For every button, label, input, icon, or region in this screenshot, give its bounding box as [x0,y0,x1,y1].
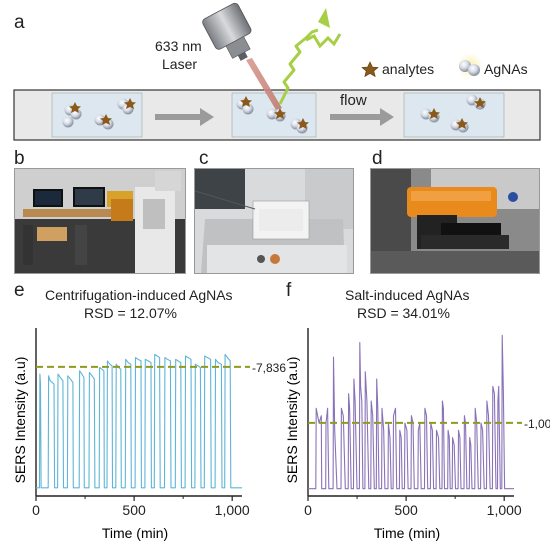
chart-e-plot: SERS Intensity (a.u) Time (min) 0 500 1,00… [12,328,286,541]
chart-e-series-line [36,353,242,489]
flow-arrow-2 [330,108,394,126]
particles-chamber-1 [62,98,136,130]
laser-beam [246,58,282,110]
chart-e-x-tick-label: 0 [32,502,40,518]
chart-f-reference-label: -1,001 [524,417,550,431]
legend-agna-icon [457,53,483,79]
flow-label: flow [340,92,367,109]
chart-f-marks: 0 500 1,000 -1,001 [304,328,550,518]
legend-star-icon [361,61,379,78]
chart-e-xlabel: Time (min) [102,525,168,541]
microfluidic-schematic [13,2,541,141]
chart-f-x-tick-label: 0 [304,502,312,518]
laser-label-text: Laser [162,56,198,72]
chart-e-ylabel: SERS Intensity (a.u) [12,357,28,484]
chart-e-rsd: RSD = 12.07% [84,305,177,321]
photo-instrument-setup [14,168,186,274]
panel-c-label: c [199,148,209,169]
scattered-signal [278,28,319,105]
panel-a-label: a [14,12,25,33]
chart-f-xlabel: Time (min) [374,525,440,541]
photo-flow-device [194,168,354,274]
chart-f-plot: SERS Intensity (a.u) Time (min) 0 500 1,00… [284,328,550,541]
panel-d-label: d [372,148,383,169]
chart-f-ylabel: SERS Intensity (a.u) [284,357,300,484]
chart-e-x-tick-label: 500 [122,502,146,518]
chart-e-reference-label: -7,836 [252,361,286,375]
particles-chamber-3 [420,94,486,133]
photo-raman-microscope [370,168,540,274]
chamber-1 [51,92,143,138]
chart-f-x-tick-label: 500 [394,502,418,518]
legend-analytes-label: analytes [382,61,435,77]
chart-f-title: Salt-induced AgNAs [345,287,470,303]
chart-f-series-line [308,334,514,490]
chamber-3 [403,92,505,138]
chart-e-title: Centrifugation-induced AgNAs [45,287,233,303]
panel-b-label: b [14,148,25,169]
legend-agnas-label: AgNAs [484,61,528,77]
laser-label-wavelength: 633 nm [155,38,202,54]
flow-arrow-1 [155,108,214,126]
particles-chamber-2 [236,96,309,134]
panel-f-label: f [286,280,292,301]
chart-e-x-tick-label: 1,000 [215,502,250,518]
laser-head [202,2,252,61]
panel-e-label: e [14,280,25,301]
chart-f-x-tick-label: 1,000 [487,502,522,518]
chart-f-rsd: RSD = 34.01% [357,305,450,321]
chart-e-marks: 0 500 1,000 -7,836 [32,328,286,518]
